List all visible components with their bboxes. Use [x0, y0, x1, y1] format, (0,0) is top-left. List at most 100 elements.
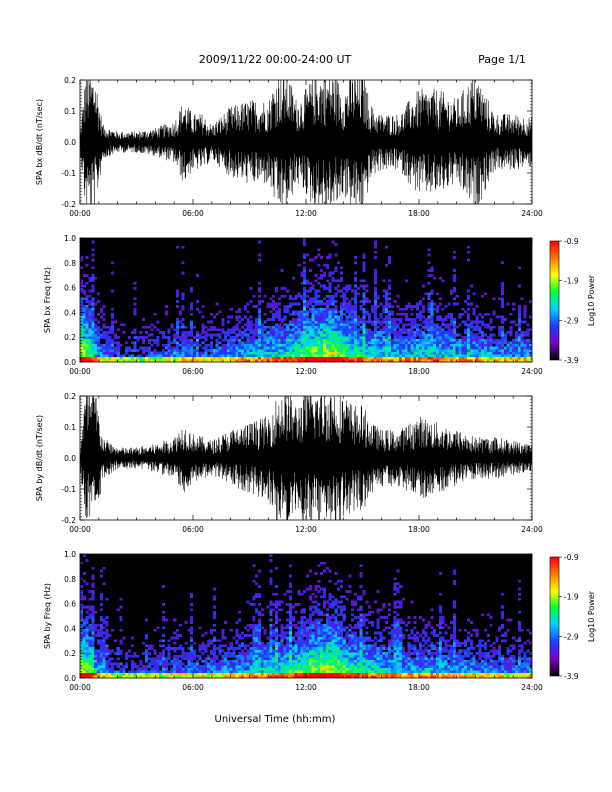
spectrogram-cell — [190, 649, 194, 653]
spectrogram-cell — [286, 636, 290, 640]
spectrogram-cell — [314, 585, 318, 588]
spectrogram-cell — [212, 359, 216, 363]
spectrogram-cell — [308, 675, 312, 679]
spectrogram-cell — [325, 310, 329, 314]
spectrogram-cell — [272, 359, 276, 363]
spectrogram-cell — [280, 333, 284, 337]
spectrogram-cell — [512, 351, 516, 355]
spectrogram-cell — [150, 323, 154, 327]
spectrogram-cell — [142, 351, 146, 355]
spectrogram-cell — [201, 305, 205, 308]
spectrogram-cell — [348, 300, 352, 303]
spectrogram-cell — [291, 336, 295, 339]
spectrogram-cell — [317, 654, 321, 658]
spectrogram-cell — [520, 351, 524, 355]
spectrogram-cell — [308, 626, 312, 630]
spectrogram-cell — [212, 649, 216, 653]
spectrogram-cell — [85, 325, 89, 329]
spectrogram-cell — [517, 346, 521, 350]
spectrogram-cell — [311, 652, 315, 655]
spectrogram-cell — [207, 328, 211, 332]
spectrogram-cell — [447, 351, 451, 355]
spectrogram-cell — [424, 328, 428, 332]
spectrogram-cell — [144, 652, 149, 655]
spectrogram-cell — [472, 307, 476, 311]
spectrogram-cell — [277, 641, 281, 645]
spectrogram-cell — [99, 595, 103, 599]
spectrogram-cell — [266, 667, 270, 671]
spectrogram-cell — [249, 338, 253, 342]
spectrogram-cell — [286, 305, 290, 308]
spectrogram-cell — [512, 338, 516, 342]
spectrogram-cell — [274, 631, 278, 635]
spectrogram-cell — [241, 672, 245, 676]
spectrogram-cell — [85, 318, 89, 321]
spectrogram-cell — [260, 341, 264, 345]
spectrogram-cell — [410, 312, 414, 316]
spectrogram-cell — [517, 338, 521, 342]
spectrogram-cell — [376, 359, 380, 363]
spectrogram-cell — [393, 341, 397, 345]
spectrogram-cell — [218, 672, 222, 676]
spectrogram-cell — [382, 310, 386, 314]
spectrogram-cell — [209, 354, 213, 358]
spectrogram-cell — [272, 305, 276, 308]
spectrogram-cell — [373, 356, 377, 360]
spectrogram-cell — [483, 325, 488, 329]
spectrogram-cell — [424, 292, 428, 296]
spectrogram-cell — [82, 621, 86, 624]
spectrogram-cell — [421, 349, 425, 352]
spectrogram-cell — [102, 333, 106, 337]
spectrogram-cell — [178, 359, 182, 363]
spectrogram-cell — [370, 341, 375, 345]
spectrogram-cell — [291, 325, 295, 329]
spectrogram-cell — [105, 354, 109, 358]
spectrogram-cell — [317, 333, 321, 337]
spectrogram-cell — [184, 667, 188, 671]
spectrogram-cell — [255, 351, 259, 355]
spectrogram-cell — [133, 665, 137, 668]
spectrogram-cell — [362, 359, 366, 363]
series-trace — [80, 80, 532, 204]
spectrogram-cell — [246, 338, 250, 342]
spectrogram-cell — [478, 349, 482, 352]
spectrogram-cell — [176, 672, 180, 676]
spectrogram-cell — [430, 266, 434, 270]
spectrogram-cell — [88, 605, 92, 609]
spectrogram-cell — [133, 302, 137, 306]
spectrogram-cell — [119, 605, 123, 609]
spectrogram-cell — [421, 356, 425, 360]
spectrogram-cell — [235, 654, 239, 658]
spectrogram-cell — [144, 618, 149, 622]
spectrogram-cell — [266, 338, 270, 342]
spectrogram-cell — [91, 325, 95, 329]
spectrogram-cell — [424, 346, 428, 350]
spectrogram-cell — [475, 343, 479, 347]
spectrogram-cell — [195, 359, 199, 363]
spectrogram-cell — [520, 341, 524, 345]
spectrogram-cell — [486, 336, 490, 339]
spectrogram-cell — [289, 657, 293, 661]
spectrogram-cell — [317, 636, 321, 640]
spectrogram-cell — [116, 675, 120, 679]
spectrogram-cell — [269, 582, 273, 586]
spectrogram-cell — [280, 657, 284, 661]
spectrogram-cell — [297, 341, 301, 345]
spectrogram-cell — [274, 592, 278, 596]
spectrogram-cell — [224, 654, 228, 658]
spectrogram-cell — [269, 302, 273, 306]
spectrogram-cell — [464, 359, 468, 363]
spectrogram-cell — [331, 662, 335, 666]
spectrogram-cell — [444, 349, 448, 352]
spectrogram-cell — [413, 331, 417, 334]
spectrogram-cell — [243, 315, 247, 319]
spectrogram-cell — [509, 331, 513, 334]
spectrogram-cell — [311, 287, 315, 290]
spectrogram-cell — [96, 649, 100, 653]
spectrogram-cell — [88, 659, 92, 663]
spectrogram-cell — [356, 359, 360, 363]
spectrogram-cell — [320, 323, 324, 327]
spectrogram-cell — [467, 343, 471, 347]
spectrogram-cell — [325, 608, 329, 612]
spectrogram-cell — [224, 657, 228, 661]
